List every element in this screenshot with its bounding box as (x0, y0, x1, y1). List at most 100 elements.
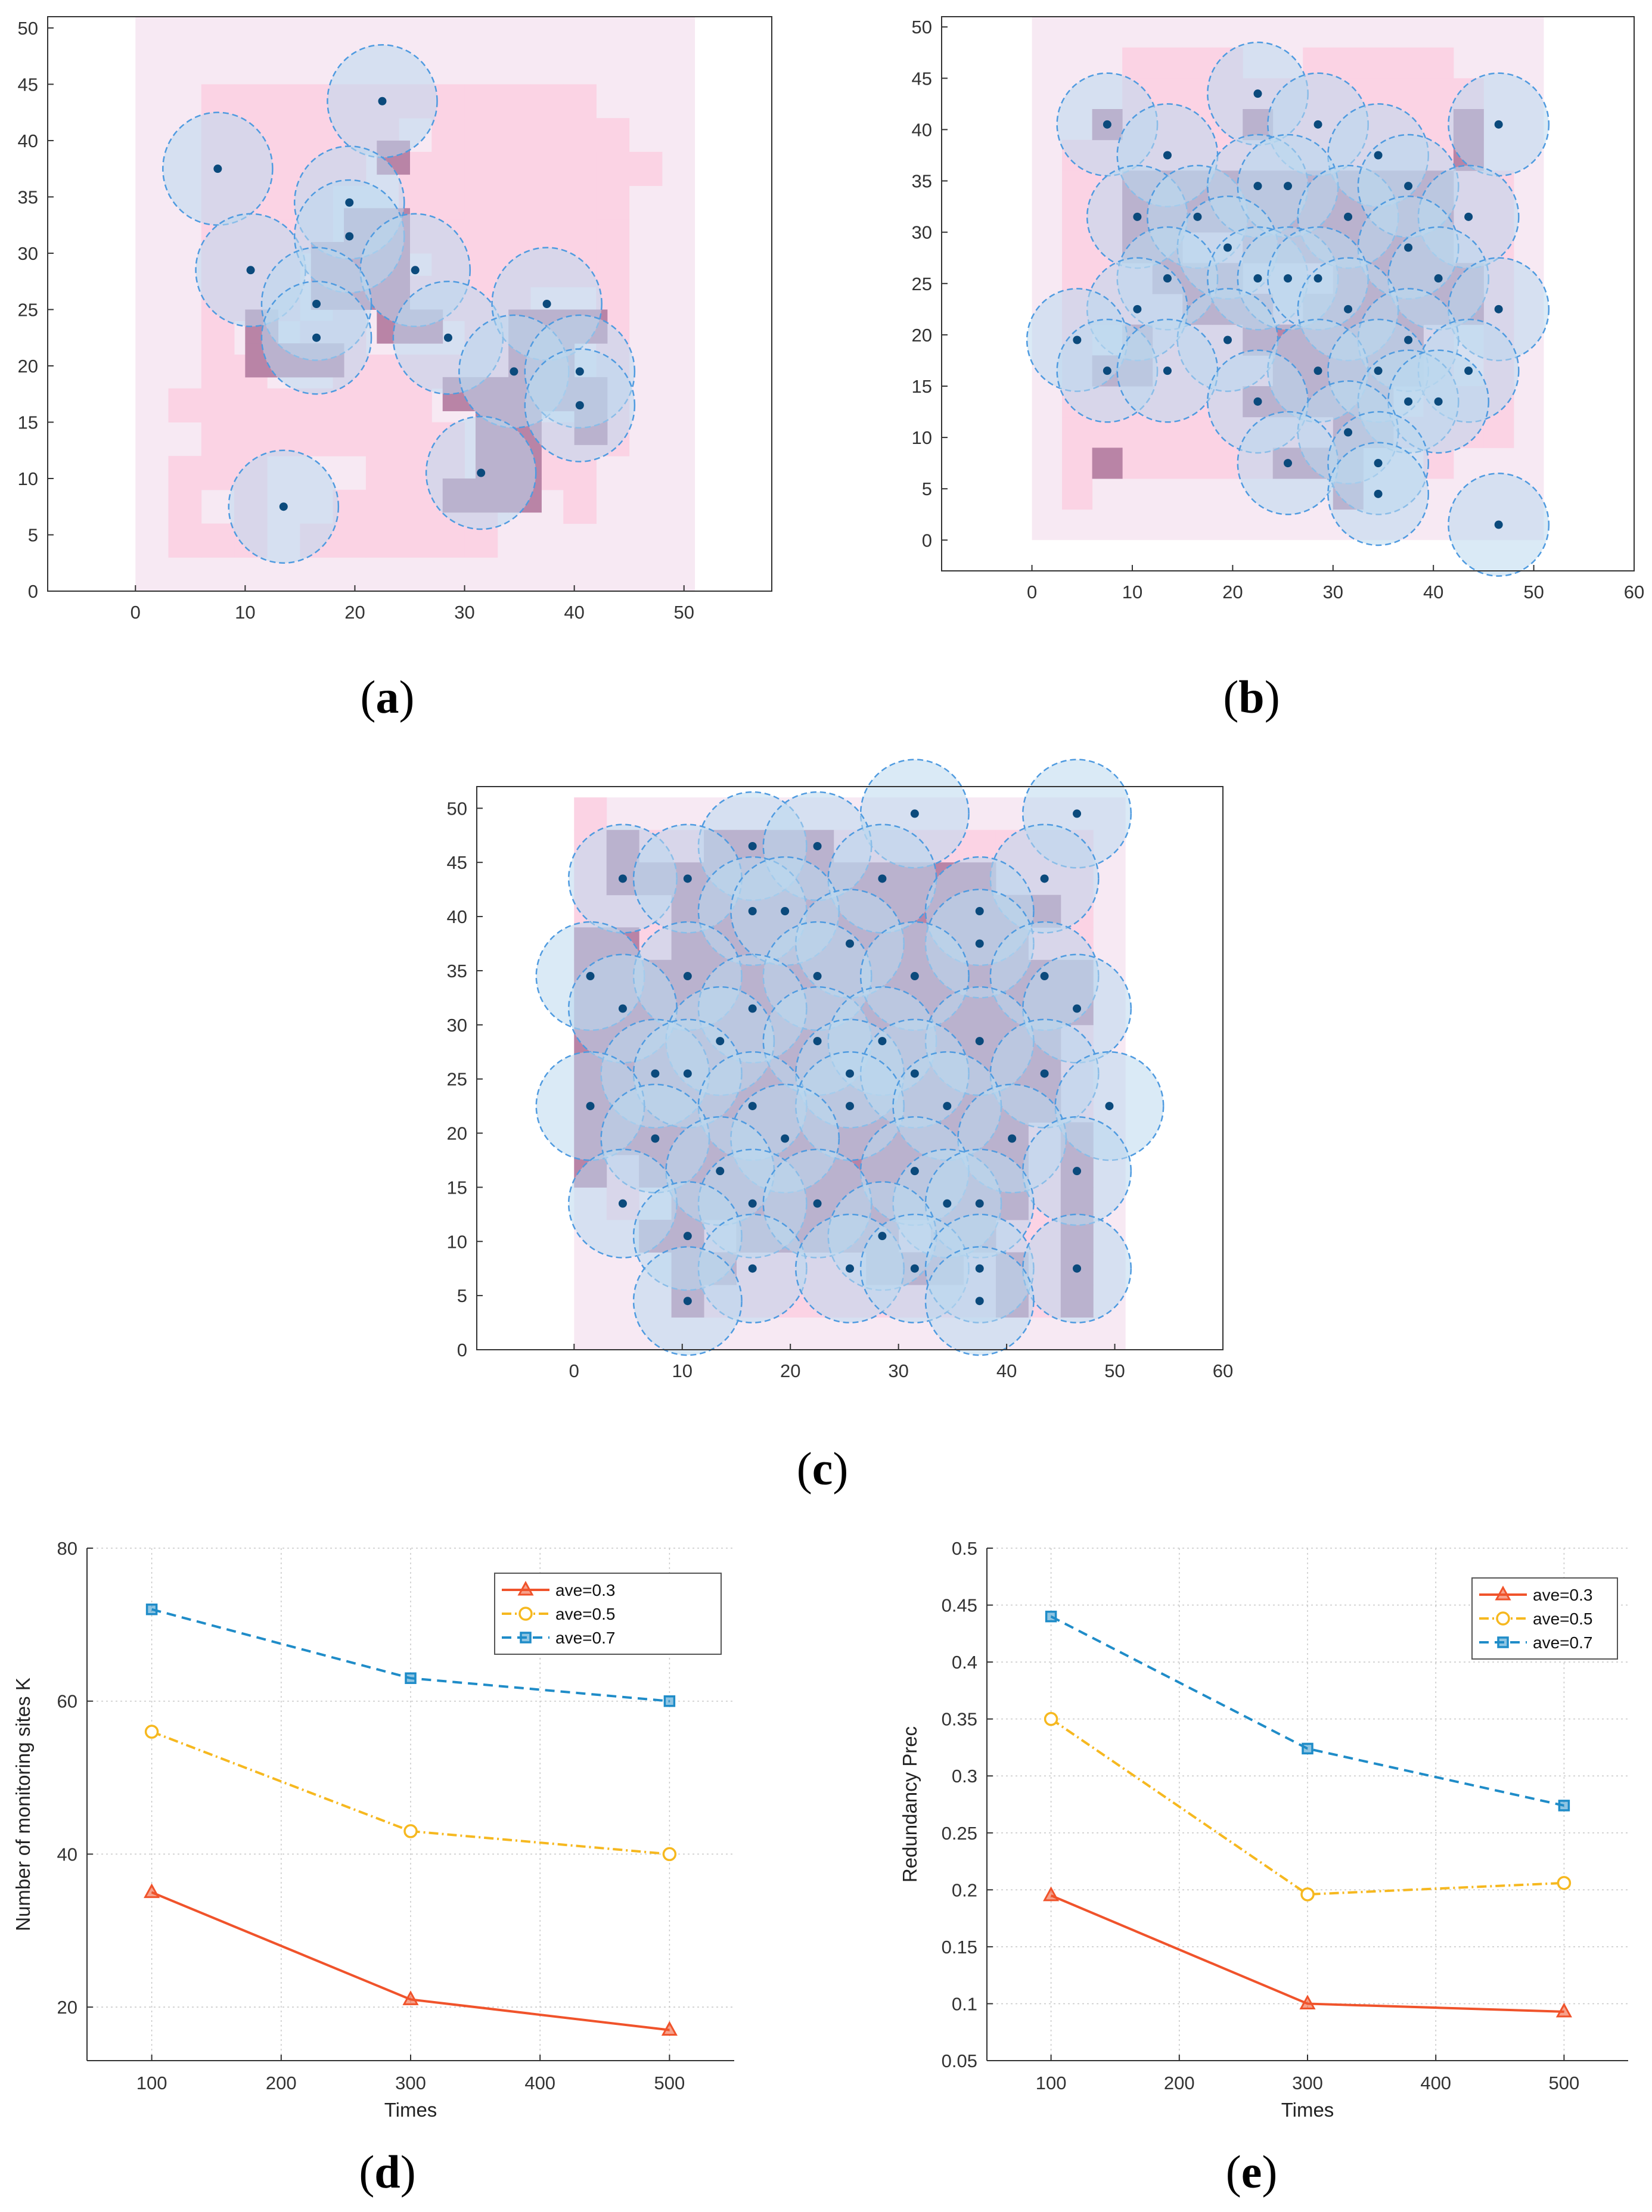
site-dot (1284, 182, 1292, 191)
site-dot (575, 367, 584, 376)
series-line (1050, 1615, 1564, 1807)
pink-cell (234, 422, 268, 456)
site-dot (1040, 1069, 1049, 1078)
site-dot (975, 906, 984, 915)
y-tick-label: 0.25 (942, 1823, 977, 1844)
x-tick-label: 10 (1122, 582, 1142, 602)
pink-cell (596, 118, 630, 153)
x-tick-label: 30 (1323, 582, 1343, 602)
chart-a-svg: 0 10 20 30 40 50 0 5 10 15 20 25 30 35 40 45 50 (18, 16, 772, 623)
pink-cell (497, 185, 531, 220)
site-dot (1163, 366, 1172, 375)
site-dot (312, 333, 321, 342)
site-dot (618, 1004, 627, 1013)
y-tick-label: 15 (447, 1177, 467, 1198)
x-tick-label: 400 (1420, 2073, 1451, 2093)
x-tick-label: 300 (395, 2073, 426, 2093)
axes-box (476, 786, 1224, 1350)
panel-d: 100 200 300 400 500 20 40 60 80 Times Number of mo… (0, 1531, 799, 2139)
x-tick-label: 50 (1104, 1360, 1125, 1381)
site-dot (1494, 120, 1503, 129)
pink-cell (431, 185, 465, 220)
legend-marker (517, 1580, 534, 1596)
data-point (405, 1672, 417, 1684)
y-tick-label: 0.5 (952, 1538, 977, 1559)
site-dot (781, 1134, 790, 1143)
site-dot (1040, 972, 1049, 981)
pink-cell (365, 355, 399, 389)
site-dot (246, 266, 255, 275)
x-tick-label: 500 (1549, 2073, 1580, 2093)
y-tick-label: 30 (447, 1015, 467, 1036)
series-line (1050, 1718, 1564, 1896)
site-dot (312, 300, 321, 308)
pink-cell (1062, 170, 1093, 202)
site-dot (1344, 212, 1353, 221)
panel-b: 0 10 20 30 40 50 60 0 5 10 15 20 25 30 35 40 45 50 (894, 0, 1652, 655)
x-tick-label: 0 (569, 1360, 579, 1381)
pink-cell (267, 388, 300, 422)
site-dot (1163, 151, 1172, 160)
legend-label: ave=0.5 (1533, 1610, 1592, 1628)
data-point (1299, 1994, 1316, 2009)
site-dot (1073, 1167, 1082, 1176)
site-dot (1344, 428, 1353, 437)
pink-cell (168, 489, 202, 524)
site-dot (1253, 89, 1262, 98)
y-tick-label: 50 (447, 798, 467, 819)
site-dot (683, 874, 692, 883)
site-dot (878, 874, 887, 883)
site-dot (1193, 212, 1202, 221)
site-dot (748, 906, 757, 915)
x-tick-label: 200 (1164, 2073, 1195, 2093)
legend-label: ave=0.7 (1533, 1633, 1592, 1652)
data-point (145, 1603, 158, 1615)
data-point (1302, 1742, 1313, 1755)
pink-cell (464, 219, 498, 254)
y-tick-label: 0 (922, 530, 932, 551)
y-tick-label: 40 (447, 906, 467, 927)
site-dot (1073, 335, 1082, 344)
site-dot (542, 300, 551, 308)
x-tick-label: 30 (888, 1360, 908, 1381)
site-dot (1163, 274, 1172, 283)
pink-cell (234, 84, 268, 119)
site-dot (213, 164, 222, 173)
pink-cell (1062, 417, 1093, 448)
caption-c: (c) (796, 1443, 849, 1495)
pink-cell (1062, 232, 1093, 263)
site-dot (1374, 151, 1383, 160)
site-dot (279, 502, 288, 511)
site-dot (910, 1069, 919, 1078)
pink-cell (1483, 417, 1514, 448)
pink-cell (399, 523, 432, 558)
pink-cell (267, 118, 300, 153)
x-tick-label: 50 (673, 602, 694, 623)
data-point (144, 1883, 160, 1899)
pink-cell (365, 456, 399, 490)
pink-cell (464, 118, 498, 153)
pink-cell (1062, 448, 1093, 479)
y-tick-label: 50 (18, 18, 38, 39)
site-dot (618, 1199, 627, 1208)
legend-label: ave=0.7 (555, 1629, 615, 1647)
site-dot (683, 972, 692, 981)
site-dot (1133, 305, 1142, 313)
site-dot (1223, 243, 1232, 252)
pink-cell (596, 185, 630, 220)
site-dot (1434, 274, 1443, 283)
pink-cell (365, 523, 399, 558)
pink-cell (596, 151, 630, 187)
data-point (1555, 2002, 1572, 2018)
caption-a: (a) (360, 671, 415, 723)
y-tick-label: 40 (18, 131, 38, 151)
x-axis-label: Times (384, 2099, 437, 2121)
y-tick-label: 20 (912, 325, 932, 346)
pink-cell (1363, 47, 1394, 79)
pink-cell (1122, 417, 1153, 448)
pink-cell (201, 321, 235, 355)
site-dot (1404, 335, 1413, 344)
pink-cell (1423, 47, 1454, 79)
caption-d: (d) (359, 2146, 416, 2198)
pink-cell (399, 422, 432, 456)
